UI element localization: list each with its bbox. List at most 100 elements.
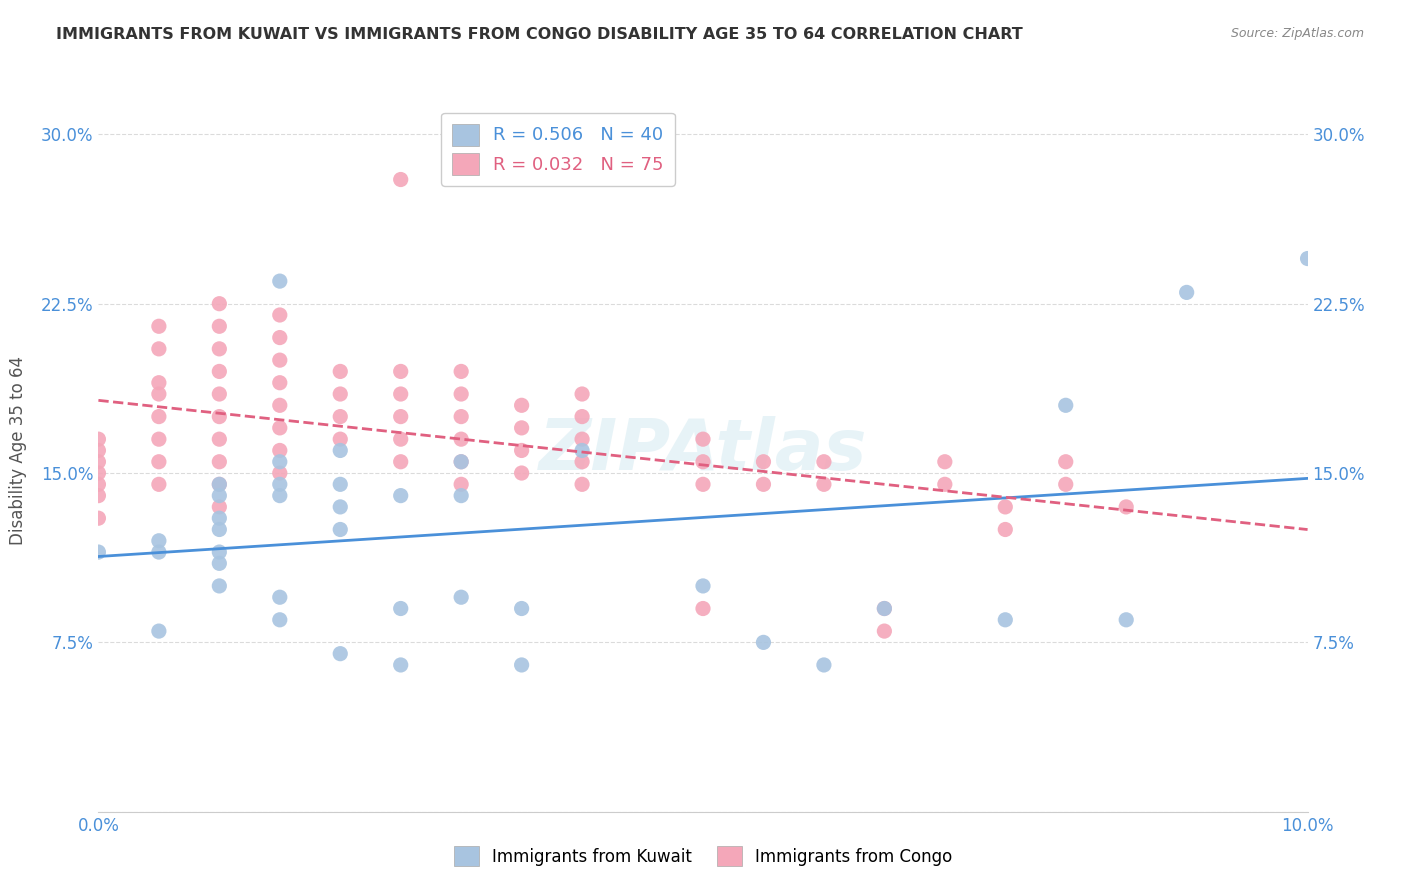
- Point: [329, 443, 352, 458]
- Point: [450, 364, 472, 378]
- Point: [269, 330, 291, 344]
- Point: [148, 409, 170, 424]
- Point: [1115, 500, 1137, 514]
- Point: [269, 613, 291, 627]
- Point: [269, 398, 291, 412]
- Point: [692, 601, 714, 615]
- Point: [450, 409, 472, 424]
- Point: [1175, 285, 1198, 300]
- Point: [752, 477, 775, 491]
- Point: [148, 545, 170, 559]
- Point: [208, 342, 231, 356]
- Point: [994, 500, 1017, 514]
- Point: [450, 387, 472, 401]
- Point: [873, 601, 896, 615]
- Point: [208, 523, 231, 537]
- Point: [389, 601, 412, 615]
- Point: [389, 387, 412, 401]
- Point: [450, 477, 472, 491]
- Point: [389, 364, 412, 378]
- Point: [329, 432, 352, 446]
- Legend: R = 0.506   N = 40, R = 0.032   N = 75: R = 0.506 N = 40, R = 0.032 N = 75: [441, 112, 675, 186]
- Point: [692, 432, 714, 446]
- Point: [1054, 455, 1077, 469]
- Point: [329, 647, 352, 661]
- Text: Source: ZipAtlas.com: Source: ZipAtlas.com: [1230, 27, 1364, 40]
- Point: [450, 489, 472, 503]
- Point: [692, 477, 714, 491]
- Point: [450, 432, 472, 446]
- Point: [269, 466, 291, 480]
- Point: [208, 489, 231, 503]
- Point: [329, 523, 352, 537]
- Point: [87, 489, 110, 503]
- Point: [208, 511, 231, 525]
- Point: [269, 443, 291, 458]
- Point: [208, 545, 231, 559]
- Point: [510, 601, 533, 615]
- Point: [208, 364, 231, 378]
- Point: [208, 477, 231, 491]
- Point: [450, 455, 472, 469]
- Y-axis label: Disability Age 35 to 64: Disability Age 35 to 64: [8, 356, 27, 545]
- Point: [269, 489, 291, 503]
- Point: [269, 353, 291, 368]
- Point: [269, 591, 291, 605]
- Point: [208, 409, 231, 424]
- Point: [389, 409, 412, 424]
- Point: [692, 455, 714, 469]
- Legend: Immigrants from Kuwait, Immigrants from Congo: Immigrants from Kuwait, Immigrants from …: [446, 838, 960, 875]
- Point: [269, 477, 291, 491]
- Point: [87, 432, 110, 446]
- Point: [87, 455, 110, 469]
- Point: [994, 613, 1017, 627]
- Point: [329, 500, 352, 514]
- Point: [934, 477, 956, 491]
- Point: [571, 455, 593, 469]
- Point: [329, 387, 352, 401]
- Point: [389, 172, 412, 186]
- Point: [208, 557, 231, 571]
- Point: [208, 477, 231, 491]
- Point: [87, 511, 110, 525]
- Point: [994, 523, 1017, 537]
- Point: [873, 601, 896, 615]
- Point: [87, 477, 110, 491]
- Point: [571, 477, 593, 491]
- Point: [148, 376, 170, 390]
- Point: [208, 579, 231, 593]
- Point: [389, 455, 412, 469]
- Point: [269, 274, 291, 288]
- Point: [208, 387, 231, 401]
- Point: [389, 489, 412, 503]
- Point: [208, 296, 231, 310]
- Point: [208, 319, 231, 334]
- Point: [389, 657, 412, 672]
- Text: IMMIGRANTS FROM KUWAIT VS IMMIGRANTS FROM CONGO DISABILITY AGE 35 TO 64 CORRELAT: IMMIGRANTS FROM KUWAIT VS IMMIGRANTS FRO…: [56, 27, 1024, 42]
- Point: [148, 432, 170, 446]
- Point: [450, 591, 472, 605]
- Point: [148, 477, 170, 491]
- Point: [450, 455, 472, 469]
- Point: [148, 319, 170, 334]
- Text: ZIPAtlas: ZIPAtlas: [538, 416, 868, 485]
- Point: [148, 533, 170, 548]
- Point: [510, 466, 533, 480]
- Point: [692, 579, 714, 593]
- Point: [510, 421, 533, 435]
- Point: [873, 624, 896, 639]
- Point: [87, 443, 110, 458]
- Point: [87, 545, 110, 559]
- Point: [148, 624, 170, 639]
- Point: [208, 455, 231, 469]
- Point: [148, 342, 170, 356]
- Point: [329, 477, 352, 491]
- Point: [1296, 252, 1319, 266]
- Point: [934, 455, 956, 469]
- Point: [329, 364, 352, 378]
- Point: [752, 635, 775, 649]
- Point: [269, 455, 291, 469]
- Point: [148, 387, 170, 401]
- Point: [813, 455, 835, 469]
- Point: [752, 455, 775, 469]
